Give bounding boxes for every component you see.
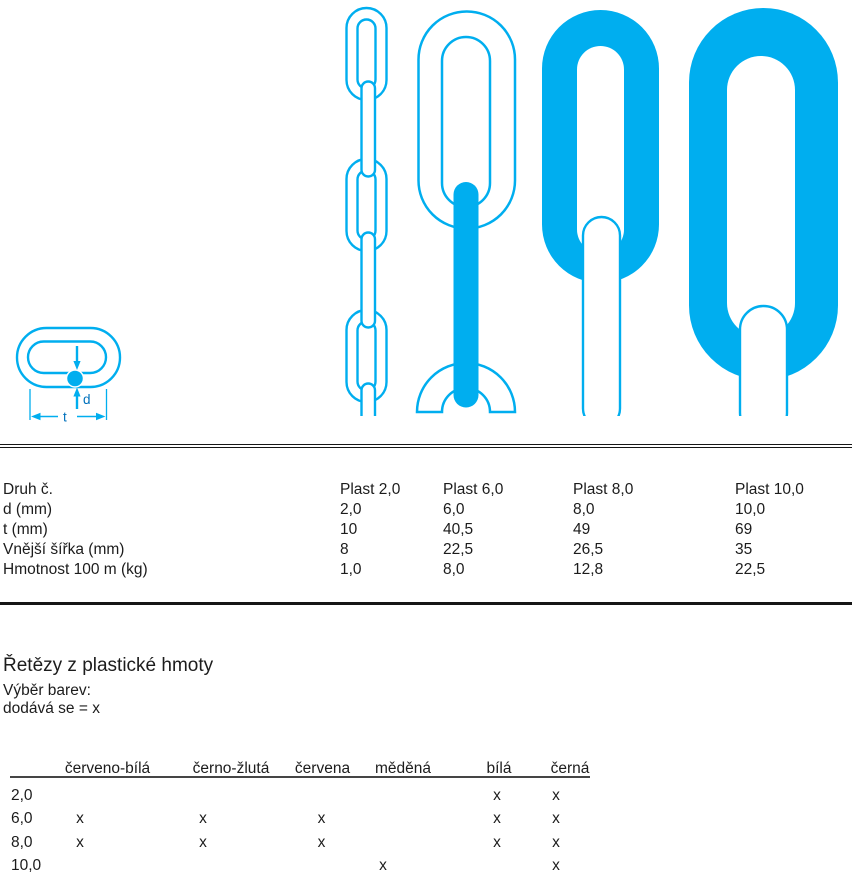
spec-cell: Plast 6,0 <box>443 481 504 498</box>
color-table-header-rule <box>10 776 590 778</box>
availability-mark: x <box>76 834 84 851</box>
spec-row-label: t (mm) <box>3 521 48 538</box>
t-arrowhead-right-icon <box>96 412 106 421</box>
link-dimension-diagram: d t <box>15 326 122 425</box>
chain-link-hole <box>727 56 795 337</box>
chain-link-through <box>738 304 789 416</box>
link-inner-outline <box>26 340 108 375</box>
color-column-header: červena <box>294 760 351 777</box>
availability-mark: x <box>493 787 501 804</box>
color-column-header: červeno-bílá <box>64 760 151 777</box>
size-row-label: 2,0 <box>11 787 33 804</box>
spec-table-bottom-rule <box>0 602 852 605</box>
spec-cell: 2,0 <box>340 501 362 518</box>
availability-mark: x <box>199 810 207 827</box>
availability-mark: x <box>379 857 387 874</box>
availability-mark: x <box>552 787 560 804</box>
page-title: Řetězy z plastické hmoty <box>3 655 214 676</box>
spec-cell: 10,0 <box>735 501 766 518</box>
chain-plast-2-0 <box>345 6 388 416</box>
size-row-label: 8,0 <box>11 834 33 851</box>
chain-link-hole <box>577 46 624 253</box>
spec-cell: 26,5 <box>573 541 604 558</box>
t-arrowhead-left-icon <box>31 412 41 421</box>
spec-cell: Plast 8,0 <box>573 481 634 498</box>
size-row-label: 6,0 <box>11 810 33 827</box>
supplied-note: dodává se = x <box>3 700 100 717</box>
spec-cell: 8,0 <box>443 561 465 578</box>
availability-mark: x <box>199 834 207 851</box>
availability-mark: x <box>552 810 560 827</box>
spec-cell: Plast 2,0 <box>340 481 401 498</box>
availability-mark: x <box>317 834 326 851</box>
color-column-header: černá <box>550 760 590 777</box>
availability-mark: x <box>317 810 326 827</box>
chain-link-edge <box>360 231 377 329</box>
chain-link-edge <box>360 80 377 178</box>
availability-mark: x <box>493 834 501 851</box>
spec-cell: 35 <box>735 541 753 558</box>
availability-mark: x <box>76 810 84 827</box>
size-row-label: 10,0 <box>11 857 42 874</box>
chain-plast-10-0 <box>689 8 838 416</box>
wire-cross-section <box>65 369 85 388</box>
dimension-t-label: t <box>63 410 67 425</box>
color-column-header: měděná <box>374 760 432 777</box>
spec-row-label: Druh č. <box>3 481 53 498</box>
chain-plast-6-0 <box>415 10 517 414</box>
spec-cell: 8,0 <box>573 501 595 518</box>
color-column-header: černo-žlutá <box>192 760 270 777</box>
chain-link-solid-bar <box>453 182 479 408</box>
chain-illustrations: d t <box>15 6 838 425</box>
spec-row-label: Hmotnost 100 m (kg) <box>3 561 148 578</box>
d-arrowhead-down-icon <box>73 361 81 370</box>
availability-mark: x <box>552 834 560 851</box>
color-selection-label: Výběr barev: <box>3 682 91 699</box>
chain-plast-8-0 <box>542 10 659 416</box>
spec-cell: 40,5 <box>443 521 474 538</box>
spec-row-label: Vnější šířka (mm) <box>3 541 125 558</box>
dimension-d-label: d <box>83 392 91 407</box>
spec-table: Druh č. Plast 2,0 Plast 6,0 Plast 8,0 Pl… <box>3 480 849 580</box>
availability-mark: x <box>552 857 560 874</box>
availability-mark: x <box>493 810 501 827</box>
spec-cell: Plast 10,0 <box>735 481 804 498</box>
spec-cell: 69 <box>735 521 753 538</box>
spec-cell: 10 <box>340 521 358 538</box>
spec-row-label: d (mm) <box>3 501 53 518</box>
spec-cell: 12,8 <box>573 561 604 578</box>
chain-link-through <box>581 215 622 416</box>
spec-table-top-rule <box>0 444 852 448</box>
chain-link-edge <box>360 382 377 416</box>
spec-cell: 6,0 <box>443 501 465 518</box>
spec-cell: 8 <box>340 541 349 558</box>
color-column-header: bílá <box>486 760 512 777</box>
spec-cell: 49 <box>573 521 591 538</box>
spec-cell: 1,0 <box>340 561 362 578</box>
d-arrowhead-up-icon <box>73 387 81 397</box>
link-outer-outline <box>15 326 122 389</box>
spec-cell: 22,5 <box>735 561 766 578</box>
spec-cell: 22,5 <box>443 541 474 558</box>
